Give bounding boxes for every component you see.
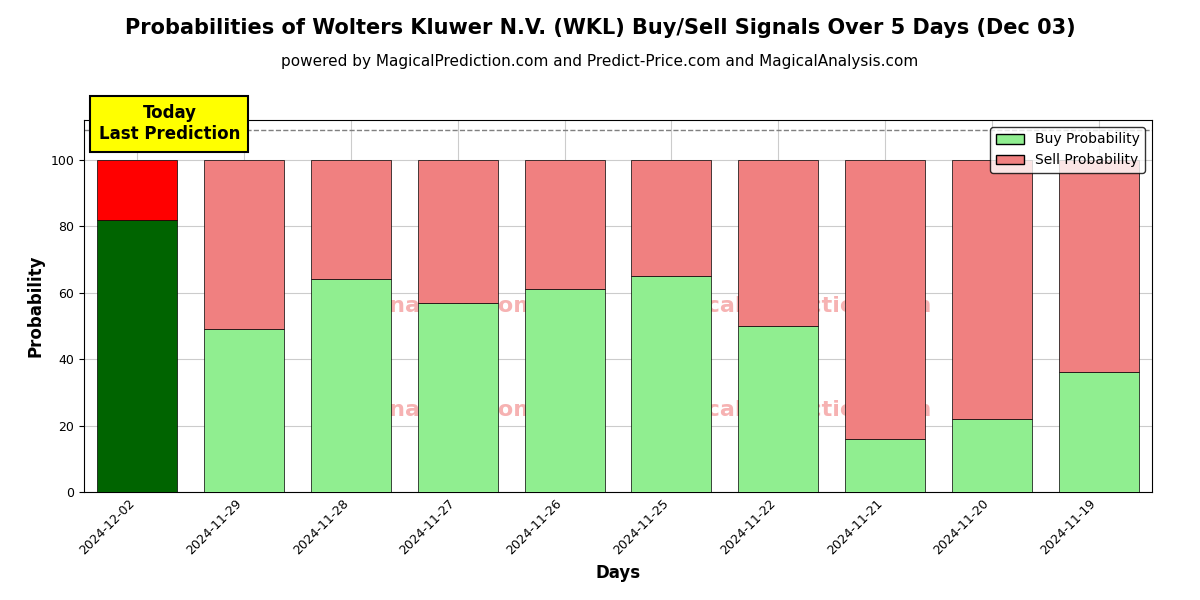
Bar bbox=[631, 160, 712, 276]
Text: MagicalPrediction.com: MagicalPrediction.com bbox=[646, 296, 931, 316]
Bar bbox=[311, 160, 391, 280]
Bar bbox=[952, 160, 1032, 419]
Text: calAnalysis.com: calAnalysis.com bbox=[336, 400, 536, 420]
Bar bbox=[524, 289, 605, 492]
X-axis label: Days: Days bbox=[595, 564, 641, 582]
Text: calAnalysis.com: calAnalysis.com bbox=[336, 296, 536, 316]
Bar bbox=[845, 160, 925, 439]
Bar bbox=[631, 276, 712, 492]
Bar bbox=[738, 160, 818, 326]
Bar bbox=[418, 302, 498, 492]
Text: MagicalPrediction.com: MagicalPrediction.com bbox=[646, 400, 931, 420]
Text: Probabilities of Wolters Kluwer N.V. (WKL) Buy/Sell Signals Over 5 Days (Dec 03): Probabilities of Wolters Kluwer N.V. (WK… bbox=[125, 18, 1075, 38]
Text: powered by MagicalPrediction.com and Predict-Price.com and MagicalAnalysis.com: powered by MagicalPrediction.com and Pre… bbox=[281, 54, 919, 69]
Bar bbox=[524, 160, 605, 289]
Text: Today
Last Prediction: Today Last Prediction bbox=[98, 104, 240, 143]
Bar bbox=[204, 160, 284, 329]
Bar bbox=[738, 326, 818, 492]
Bar bbox=[97, 160, 178, 220]
Y-axis label: Probability: Probability bbox=[26, 255, 44, 357]
Bar bbox=[311, 280, 391, 492]
Bar bbox=[418, 160, 498, 302]
Legend: Buy Probability, Sell Probability: Buy Probability, Sell Probability bbox=[990, 127, 1145, 173]
Bar bbox=[1058, 160, 1139, 373]
Bar bbox=[952, 419, 1032, 492]
Bar bbox=[204, 329, 284, 492]
Bar bbox=[97, 220, 178, 492]
Bar bbox=[1058, 373, 1139, 492]
Bar bbox=[845, 439, 925, 492]
